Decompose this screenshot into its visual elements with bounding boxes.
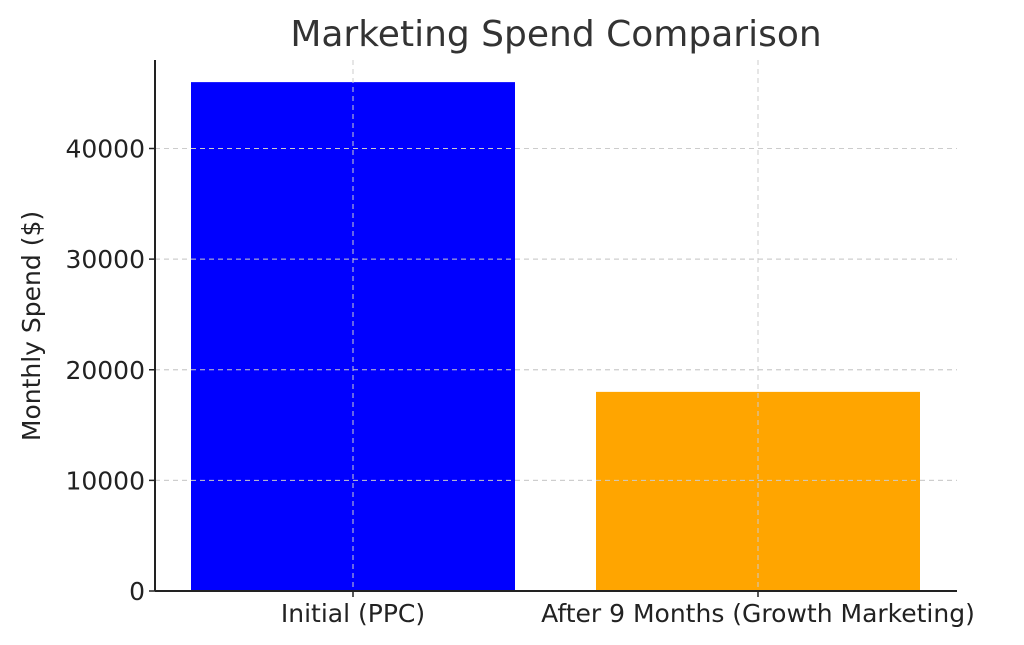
y-axis-label: Monthly Spend ($)	[17, 211, 46, 441]
y-tick-label: 30000	[65, 245, 145, 274]
bar	[191, 82, 515, 591]
y-tick-label: 20000	[65, 356, 145, 385]
y-tick-label: 0	[129, 577, 145, 606]
y-tick-label: 10000	[65, 466, 145, 495]
x-tick-label: Initial (PPC)	[281, 599, 425, 628]
x-tick-label: After 9 Months (Growth Marketing)	[541, 599, 975, 628]
bars	[155, 60, 957, 591]
chart-title: Marketing Spend Comparison	[290, 14, 821, 55]
ticks: 0 10000 20000 30000 40000 Initial (PPC) After …	[65, 135, 974, 629]
y-tick-label: 40000	[65, 135, 145, 164]
